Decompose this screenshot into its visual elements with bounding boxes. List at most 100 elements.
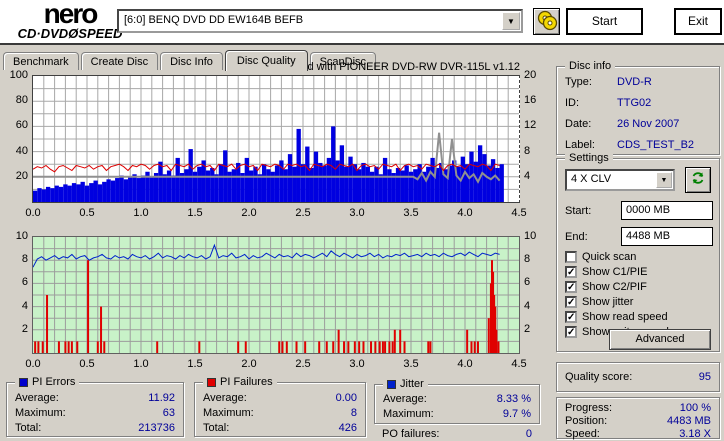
progress-label: Progress:	[565, 402, 613, 414]
disc-info-row: ID: TTG02	[565, 97, 711, 109]
stat-value: 9.7 %	[502, 408, 531, 420]
stat-value: 8.33 %	[496, 393, 531, 405]
progress-panel: Progress: 100 % Position: 4483 MB Speed: 3.…	[556, 397, 720, 440]
stat-label: Total:	[203, 422, 230, 434]
stat-value: 8	[350, 407, 357, 419]
jitter-legend: Jitter	[383, 378, 428, 390]
advanced-button[interactable]: Advanced	[609, 329, 711, 350]
eject-disc-button[interactable]	[533, 8, 560, 35]
end-label: End:	[565, 231, 588, 243]
stat-label: Average:	[15, 392, 59, 404]
stat-label: Total:	[15, 422, 42, 434]
tab-create-disc[interactable]: Create Disc	[80, 52, 159, 70]
stat-row: Average: 0.00	[203, 392, 357, 404]
checkbox-label: Show read speed	[582, 311, 668, 323]
po-failures-label: PO failures:	[382, 428, 440, 440]
refresh-icon	[688, 172, 708, 191]
checkbox-icon[interactable]: ✓	[565, 326, 577, 338]
checkbox-show-jitter[interactable]: ✓ Show jitter	[565, 296, 633, 308]
jitter-swatch-icon	[387, 379, 396, 389]
position-value: 4483 MB	[666, 415, 711, 427]
checkbox-show-c2-pif[interactable]: ✓ Show C2/PIF	[565, 281, 647, 293]
start-field[interactable]: 0000 MB	[621, 201, 713, 220]
pi-failures-legend: PI Failures	[203, 376, 277, 388]
checkbox-label: Show jitter	[582, 296, 634, 308]
stat-value: 0.00	[335, 392, 357, 404]
progress-row: Progress: 100 %	[565, 402, 711, 414]
stat-row: Maximum: 8	[203, 407, 357, 419]
stat-row: Maximum: 63	[15, 407, 175, 419]
nero-logo: nero CD·DVDØSPEED	[6, 0, 134, 40]
chart-title: recorded with PIONEER DVD-RW DVR-115L v1…	[270, 61, 520, 73]
speed-row: Speed: 3.18 X	[565, 428, 711, 440]
tab-benchmark[interactable]: Benchmark	[3, 52, 79, 70]
start-button[interactable]: Start	[566, 8, 643, 35]
logo-text-nero: nero	[43, 0, 99, 29]
stat-label: Maximum:	[15, 407, 66, 419]
quality-score-value: 95	[698, 371, 711, 383]
disc-info-value: DVD-R	[617, 76, 652, 88]
jitter-legend-label: Jitter	[400, 378, 424, 390]
refresh-button[interactable]	[685, 167, 711, 193]
stat-row: Total: 426	[203, 422, 357, 434]
checkbox-icon[interactable]: ✓	[565, 281, 577, 293]
checkbox-label: Show C1/PIE	[582, 266, 648, 278]
chevron-down-icon[interactable]: ▼	[656, 172, 672, 188]
disc-info-row: Type: DVD-R	[565, 76, 711, 88]
pi-errors-legend-label: PI Errors	[32, 376, 76, 388]
speed-select[interactable]: 4 X CLV ▼	[565, 169, 675, 191]
stat-row: Average: 8.33 %	[383, 393, 531, 405]
po-failures-row: PO failures: 0	[382, 428, 532, 440]
disc-info-label: ID:	[565, 97, 580, 109]
disc-info-row: Date: 26 Nov 2007	[565, 118, 711, 130]
stat-row: Maximum: 9.7 %	[383, 408, 531, 420]
checkbox-quick-scan[interactable]: Quick scan	[565, 251, 636, 263]
pi-errors-chart	[32, 75, 520, 203]
checkbox-icon[interactable]: ✓	[565, 296, 577, 308]
exit-button[interactable]: Exit	[674, 8, 722, 35]
disc-info-legend: Disc info	[565, 60, 616, 72]
quality-score-panel: Quality score: 95	[556, 362, 720, 392]
tab-scandisc[interactable]: ScanDisc	[309, 52, 377, 70]
quality-score-row: Quality score: 95	[565, 371, 711, 383]
speed-label: Speed:	[565, 428, 600, 440]
jitter-pif-chart	[32, 236, 520, 354]
checkbox-label: Show C2/PIF	[582, 281, 647, 293]
stat-label: Average:	[203, 392, 247, 404]
checkbox-icon[interactable]: ✓	[565, 311, 577, 323]
chevron-down-icon[interactable]: ▼	[502, 12, 520, 30]
progress-value: 100 %	[679, 402, 711, 414]
end-field[interactable]: 4488 MB	[621, 227, 713, 246]
pi-failures-panel: PI Failures Average: 0.00 Maximum: 8 Total…	[194, 376, 366, 437]
pi-errors-panel: PI Errors Average: 11.92 Maximum: 63 Total…	[6, 376, 184, 437]
drive-selector-value: [6:0] BENQ DVD DD EW164B BEFB	[124, 14, 304, 26]
settings-legend-label: Settings	[569, 152, 609, 164]
checkbox-show-read-speed[interactable]: ✓ Show read speed	[565, 311, 668, 323]
stat-label: Maximum:	[203, 407, 254, 419]
jitter-panel: Jitter Average: 8.33 % Maximum: 9.7 %	[374, 378, 540, 424]
disc-info-label: Date:	[565, 118, 592, 130]
checkbox-icon[interactable]: ✓	[565, 266, 577, 278]
tab-disc-info[interactable]: Disc Info	[160, 52, 223, 70]
stat-label: Average:	[383, 393, 427, 405]
position-row: Position: 4483 MB	[565, 415, 711, 427]
po-failures-value: 0	[525, 428, 532, 440]
start-label: Start:	[565, 205, 592, 217]
disc-info-value: 26 Nov 2007	[617, 118, 680, 130]
tab-disc-quality[interactable]: Disc Quality	[224, 50, 308, 71]
checkbox-icon[interactable]	[565, 251, 577, 263]
pi-errors-swatch-icon	[19, 377, 28, 387]
checkbox-label: Quick scan	[582, 251, 637, 263]
drive-selector[interactable]: [6:0] BENQ DVD DD EW164B BEFB ▼	[117, 9, 523, 33]
disc-info-value: TTG02	[617, 97, 652, 109]
settings-legend: Settings	[565, 152, 613, 164]
header-bar: nero CD·DVDØSPEED [6:0] BENQ DVD DD EW16…	[0, 0, 724, 45]
disc-info-label: Type:	[565, 76, 592, 88]
quality-score-label: Quality score:	[565, 371, 633, 383]
checkbox-show-c1-pie[interactable]: ✓ Show C1/PIE	[565, 266, 647, 278]
stat-value: 63	[162, 407, 175, 419]
disc-info-label: Label:	[565, 139, 595, 151]
position-label: Position:	[565, 415, 608, 427]
stat-label: Maximum:	[383, 408, 434, 420]
pi-errors-legend: PI Errors	[15, 376, 80, 388]
